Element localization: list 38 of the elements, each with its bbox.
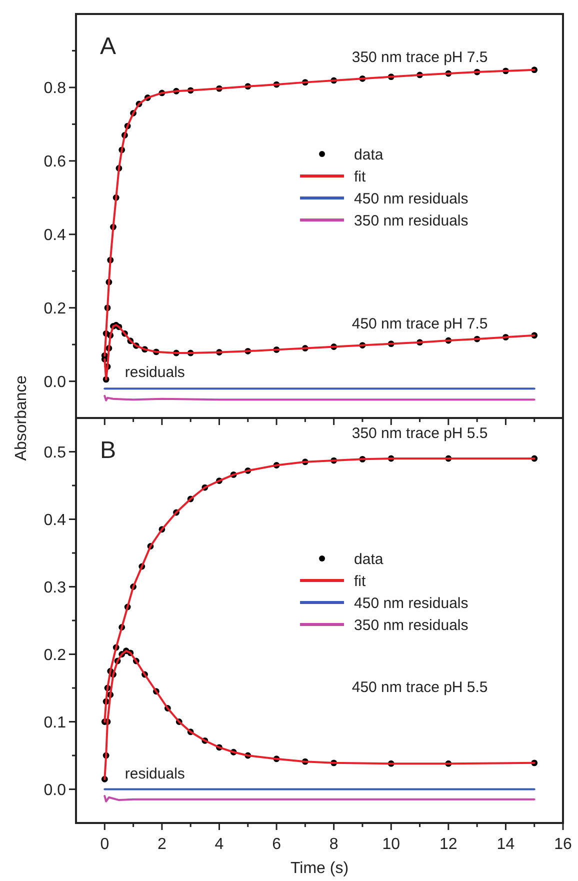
y-tick-label: 0.0	[44, 782, 66, 799]
y-tick-label: 0.8	[44, 80, 66, 98]
legend-label: 450 nm residuals	[354, 190, 468, 208]
y-tick-label: 0.0	[44, 374, 66, 391]
y-axis-title: Absorbance	[13, 375, 30, 461]
y-tick-label: 0.3	[44, 579, 66, 596]
y-tick-label: 0.6	[44, 154, 66, 171]
x-tick-label: 12	[440, 836, 458, 853]
x-tick-label: 14	[496, 836, 515, 853]
y-tick-label: 0.2	[44, 646, 66, 664]
x-tick-label: 6	[272, 836, 282, 853]
annotation: 350 nm trace pH 5.5	[352, 425, 488, 442]
annotation: residuals	[124, 364, 185, 382]
x-tick-label: 8	[329, 836, 338, 853]
legend-label: fit	[354, 168, 367, 186]
x-tick-label: 0	[100, 836, 110, 853]
annotation: 350 nm trace pH 7.5	[352, 49, 488, 66]
y-tick-label: 0.4	[44, 512, 66, 529]
legend-label: data	[354, 550, 384, 568]
legend-label: 450 nm residuals	[354, 594, 468, 612]
x-tick-label: 10	[382, 836, 400, 853]
x-tick-label: 16	[554, 836, 572, 853]
text: B	[100, 437, 116, 464]
legend-label: fit	[354, 572, 367, 590]
annotation: 450 nm trace pH 7.5	[352, 315, 488, 332]
legend-label: 350 nm residuals	[354, 212, 468, 230]
y-tick-label: 0.1	[44, 714, 66, 732]
text: A	[100, 33, 116, 60]
x-tick-label: 2	[157, 836, 166, 853]
y-tick-label: 0.4	[44, 226, 66, 244]
annotation: residuals	[124, 765, 185, 782]
legend-label: data	[354, 146, 384, 164]
x-axis-title: Time (s)	[290, 860, 349, 877]
annotation: 450 nm trace pH 5.5	[352, 679, 488, 696]
x-tick-label: 4	[214, 836, 224, 853]
legend-label: 350 nm residuals	[354, 616, 468, 634]
y-tick-label: 0.5	[44, 444, 66, 462]
y-tick-label: 0.2	[44, 300, 66, 318]
